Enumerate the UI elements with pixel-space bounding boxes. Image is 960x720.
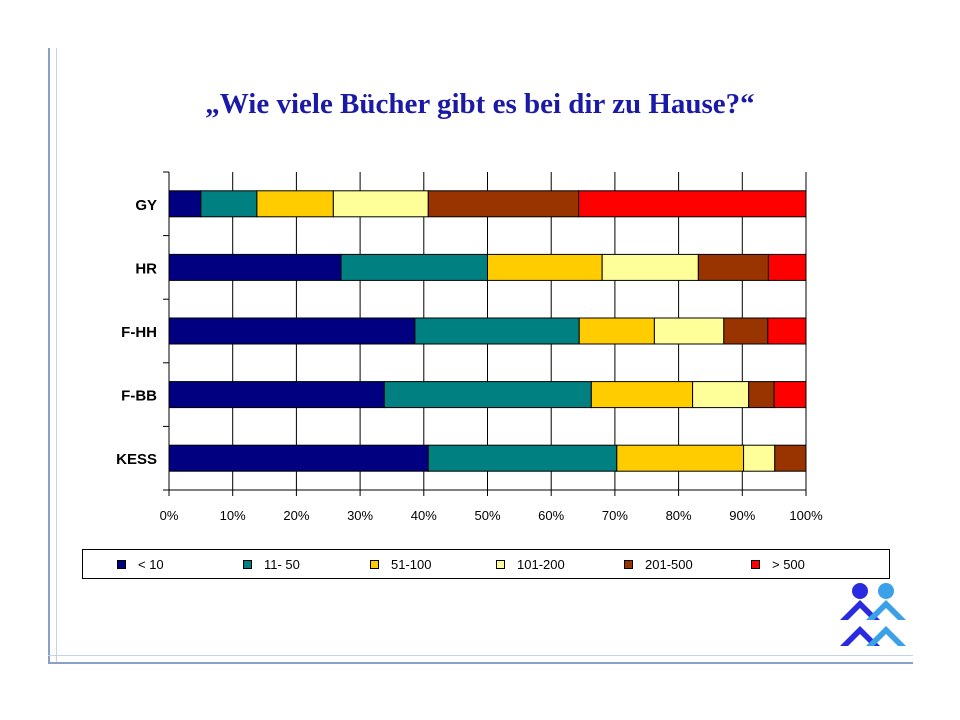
legend-swatch [243, 559, 252, 569]
legend-swatch [751, 559, 760, 569]
slide-frame-bottom-line [48, 662, 913, 664]
slide-frame-bottom-line-inner [48, 655, 913, 656]
x-tick-label: 20% [283, 508, 309, 523]
category-label: HR [135, 260, 157, 277]
legend-swatch [496, 559, 505, 569]
chart-legend: < 10 11- 50 51-100 101-200 201-500 > 500 [82, 549, 890, 579]
bar-segment-f-bb-3 [692, 381, 750, 409]
bar-segment-hr-4 [697, 253, 769, 281]
legend-item: > 500 [751, 550, 805, 578]
chart-axes [163, 171, 807, 496]
bar-segment-f-hh-0 [168, 317, 416, 345]
bar-segment-gy-0 [168, 190, 202, 218]
bar-segment-gy-5 [578, 190, 807, 218]
legend-swatch [370, 559, 379, 569]
bar-segment-gy-1 [200, 190, 258, 218]
bar-segment-hr-5 [767, 253, 807, 281]
x-tick-label: 50% [474, 508, 500, 523]
bar-segment-f-bb-2 [590, 381, 694, 409]
bar-segment-f-hh-4 [723, 317, 769, 345]
bar-segment-f-hh-3 [653, 317, 725, 345]
category-label: GY [135, 197, 157, 214]
bar-segment-hr-3 [601, 253, 699, 281]
bar-segment-f-bb-5 [773, 381, 807, 409]
legend-item: 11- 50 [243, 550, 300, 578]
bar-segment-gy-2 [256, 190, 334, 218]
category-label: F-HH [121, 324, 157, 341]
bar-segment-f-hh-1 [414, 317, 580, 345]
legend-swatch [624, 559, 633, 569]
bar-segment-hr-1 [340, 253, 488, 281]
legend-item: < 10 [117, 550, 164, 578]
x-tick-label: 100% [789, 508, 823, 523]
bar-segment-gy-3 [332, 190, 429, 218]
logo-icon [840, 583, 906, 646]
x-tick-label: 70% [602, 508, 628, 523]
x-tick-label: 30% [347, 508, 373, 523]
bar-segment-f-bb-1 [383, 381, 592, 409]
legend-label: 11- 50 [264, 556, 300, 572]
bar-segment-kess-2 [616, 444, 745, 472]
x-tick-label: 90% [729, 508, 755, 523]
bar-segment-gy-4 [427, 190, 580, 218]
x-tick-label: 60% [538, 508, 564, 523]
category-label: KESS [116, 451, 157, 468]
slide-frame-left-line-inner [56, 48, 57, 663]
legend-label: 101-200 [517, 556, 565, 572]
legend-label: < 10 [138, 556, 164, 572]
bar-segment-f-hh-5 [767, 317, 807, 345]
bar-segment-hr-0 [168, 253, 342, 281]
bar-segment-kess-3 [743, 444, 776, 472]
bar-segment-f-bb-4 [748, 381, 775, 409]
bar-segment-kess-0 [168, 444, 429, 472]
x-tick-label: 0% [160, 508, 179, 523]
bar-segment-kess-1 [427, 444, 618, 472]
x-tick-label: 40% [411, 508, 437, 523]
bar-segment-f-hh-2 [578, 317, 655, 345]
legend-label: 201-500 [645, 556, 693, 572]
bar-segment-kess-4 [774, 444, 807, 472]
legend-label: 51-100 [391, 556, 432, 572]
chart-labels: 0% 10% 20% 30% 40% 50% 60% 70% 80% 90% 100% GY HR F-H… [116, 197, 823, 523]
category-label: F-BB [121, 388, 157, 405]
bar-segment-hr-2 [487, 253, 603, 281]
x-tick-label: 80% [666, 508, 692, 523]
slide-frame-left-line [48, 48, 50, 663]
slide-title: „Wie viele Bücher gibt es bei dir zu Hau… [205, 88, 755, 120]
x-tick-label: 10% [220, 508, 246, 523]
legend-item: 51-100 [370, 550, 431, 578]
legend-item: 101-200 [496, 550, 565, 578]
bar-segment-f-bb-0 [168, 381, 385, 409]
legend-swatch [117, 559, 126, 569]
legend-item: 201-500 [624, 550, 693, 578]
legend-label: > 500 [772, 556, 805, 572]
chart-bars [168, 190, 807, 472]
